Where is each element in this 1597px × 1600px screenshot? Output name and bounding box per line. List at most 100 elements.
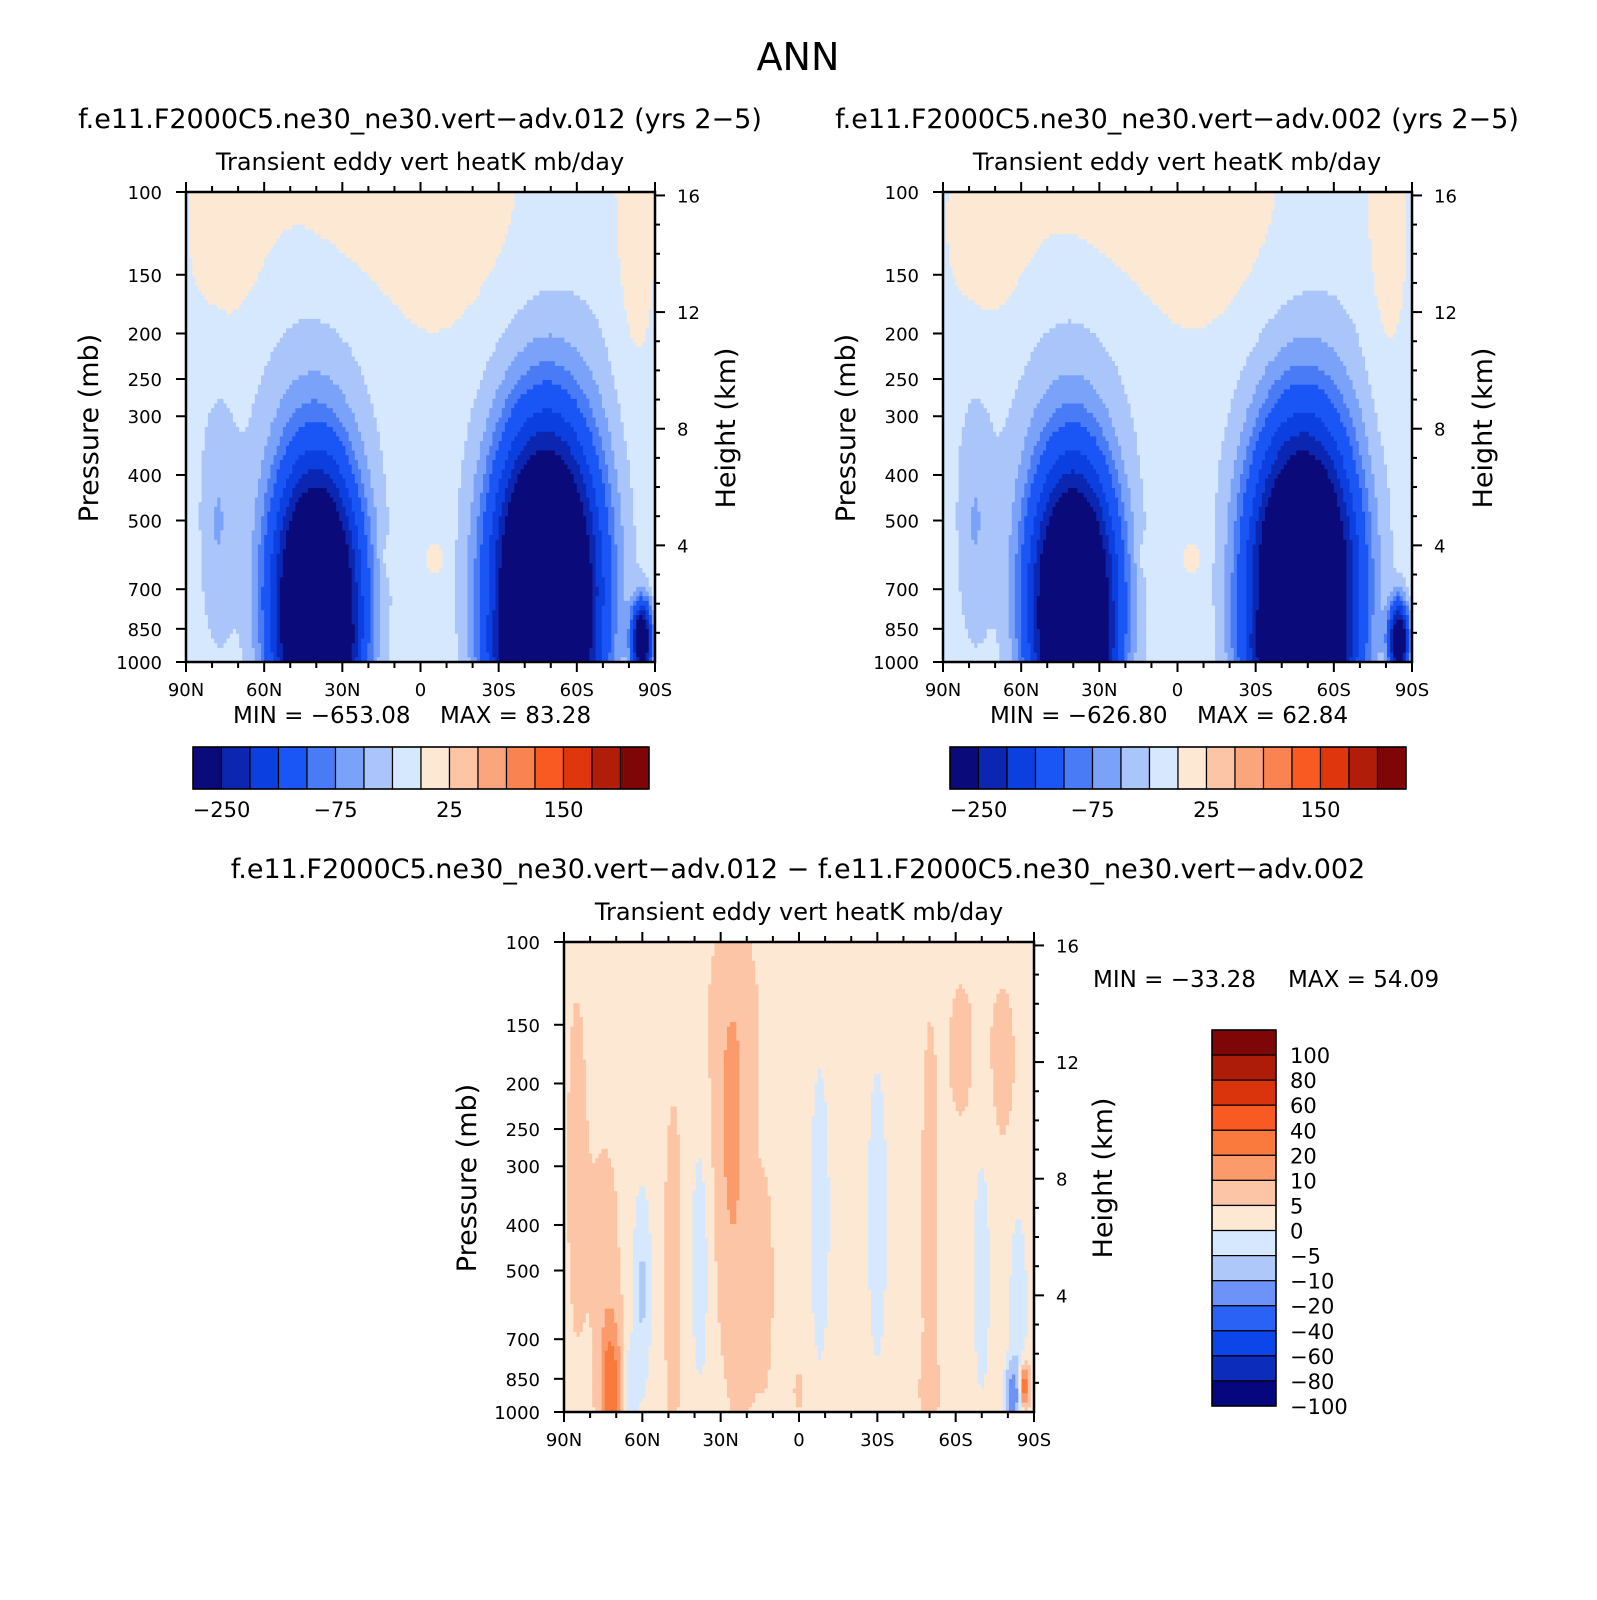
contour-cell	[943, 384, 1019, 390]
contour-cell	[943, 192, 950, 198]
contour-cell	[339, 333, 503, 339]
contour-cell	[220, 530, 253, 536]
contour-cell	[1102, 488, 1116, 494]
contour-cell	[1124, 511, 1135, 517]
contour-cell	[623, 304, 653, 311]
contour-cell	[723, 1111, 741, 1117]
contour-cell	[270, 577, 278, 583]
contour-cell	[186, 436, 206, 442]
contour-cell	[495, 591, 500, 597]
contour-cell	[486, 615, 494, 621]
contour-cell	[1405, 596, 1413, 602]
contour-cell	[489, 586, 497, 593]
contour-cell	[373, 643, 381, 649]
contour-cell	[1127, 521, 1135, 527]
panel-case-label: f.e11.F2000C5.ne30_ne30.vert−adv.002 (yr…	[835, 104, 1519, 135]
contour-cell	[373, 553, 378, 560]
contour-cell	[651, 600, 656, 607]
contour-cell	[1333, 347, 1363, 353]
contour-cell	[592, 572, 597, 578]
contour-cell	[517, 455, 531, 461]
contour-cell	[1258, 577, 1347, 583]
contour-cell	[582, 1031, 709, 1037]
contour-cell	[186, 215, 190, 221]
contour-cell	[1230, 488, 1241, 494]
contour-cell	[1246, 615, 1254, 621]
contour-cell	[977, 1177, 985, 1183]
contour-cell	[1405, 253, 1413, 259]
contour-cell	[467, 568, 475, 574]
contour-cell	[867, 1153, 888, 1159]
contour-cell	[564, 1148, 568, 1155]
contour-cell	[473, 629, 481, 635]
contour-cell	[373, 624, 381, 630]
contour-cell	[968, 993, 997, 999]
contour-cell	[1315, 412, 1341, 419]
colorbar-box	[220, 746, 251, 790]
contour-cell	[730, 1219, 737, 1225]
contour-cell	[539, 361, 556, 367]
contour-cell	[601, 563, 612, 569]
contour-cell	[1252, 502, 1263, 508]
contour-cell	[1374, 568, 1382, 574]
contour-cell	[711, 1153, 725, 1159]
contour-cell	[971, 1068, 994, 1075]
contour-cell	[614, 1177, 668, 1183]
contour-cell	[1336, 445, 1354, 452]
contour-cell	[614, 516, 622, 522]
contour-cell	[943, 624, 966, 630]
contour-cell	[567, 1181, 615, 1187]
contour-cell	[993, 1068, 1016, 1075]
contour-cell	[1027, 586, 1035, 593]
y-axis-label: Pressure (mb)	[831, 334, 862, 522]
contour-cell	[943, 511, 957, 517]
colorbar-box	[334, 746, 365, 790]
contour-cell	[1014, 563, 1022, 569]
contour-cell	[345, 539, 353, 546]
contour-cell	[357, 638, 362, 644]
contour-cell	[1386, 596, 1394, 602]
contour-cell	[458, 652, 468, 658]
contour-cell	[1386, 657, 1391, 663]
contour-cell	[943, 544, 960, 550]
contour-cell	[1211, 568, 1225, 574]
contour-cell	[1015, 1064, 1035, 1070]
contour-cell	[1224, 309, 1279, 315]
contour-cell	[936, 1181, 979, 1187]
contour-cell	[186, 450, 203, 456]
contour-cell	[483, 535, 490, 541]
contour-cell	[880, 1087, 925, 1093]
contour-cell	[351, 615, 359, 621]
contour-cell	[714, 1228, 772, 1234]
contour-cell	[620, 516, 634, 522]
contour-cell	[1358, 568, 1369, 574]
contour-cell	[949, 1040, 972, 1046]
contour-cell	[376, 657, 390, 663]
contour-cell	[264, 582, 272, 588]
contour-cell	[1039, 647, 1110, 654]
contour-cell	[1252, 610, 1257, 616]
contour-cell	[1374, 577, 1382, 583]
contour-cell	[1240, 436, 1251, 442]
contour-cell	[276, 610, 281, 616]
contour-cell	[483, 539, 490, 546]
contour-cell	[1008, 549, 1019, 555]
contour-cell	[999, 989, 1007, 995]
colorbar-box	[1006, 746, 1037, 790]
contour-cell	[1368, 553, 1372, 560]
contour-cell	[711, 965, 756, 971]
contour-cell	[570, 445, 584, 452]
contour-cell	[257, 553, 265, 560]
contour-cell	[648, 638, 653, 644]
contour-cell	[645, 605, 650, 611]
contour-cell	[1224, 619, 1232, 625]
contour-cell	[1390, 502, 1413, 508]
contour-cell	[608, 525, 615, 531]
contour-cell	[1336, 474, 1347, 480]
panel-title: Transient eddy vert heatK mb/day	[215, 148, 624, 176]
contour-cell	[1377, 652, 1385, 658]
contour-cell	[473, 586, 481, 593]
contour-cell	[376, 506, 390, 513]
contour-cell	[1358, 549, 1369, 555]
